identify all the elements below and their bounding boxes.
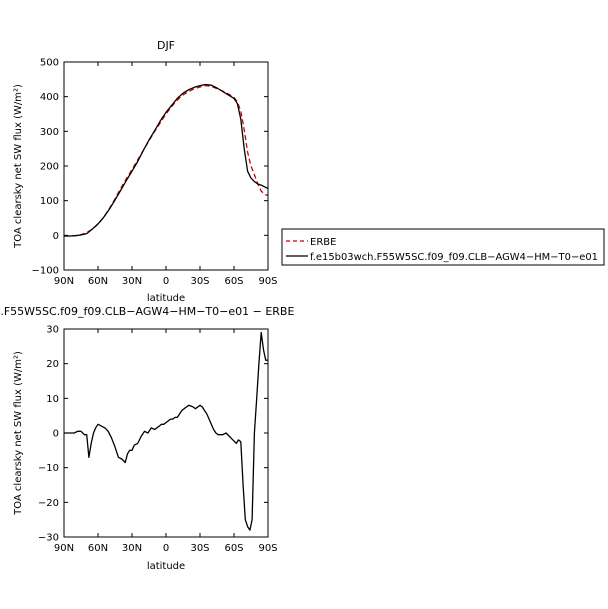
top-x-tick-label-6: 90S (258, 276, 277, 287)
bottom-series-line-0 (64, 331, 268, 531)
top-x-tick-label-2: 30N (122, 276, 142, 287)
bottom-y-tick-label-3: 0 (53, 429, 59, 440)
legend-box (281, 228, 605, 266)
bottom-x-tick-label-5: 60S (224, 543, 243, 554)
top-chart-series (64, 83, 269, 237)
bottom-chart-title: f.e15b03wch.F55W5SC.f09_f09.CLB−AGW4−HM−… (0, 305, 294, 318)
bottom-x-tick-label-3: 0 (163, 543, 169, 554)
legend-label-erbe: ERBE (310, 237, 336, 248)
legend-label-model: f.e15b03wch.F55W5SC.f09_f09.CLB−AGW4−HM−… (310, 252, 598, 263)
top-y-tick-label-6: 500 (40, 58, 59, 69)
bottom-chart-plot-frame (63, 328, 269, 538)
legend: ERBE f.e15b03wch.F55W5SC.f09_f09.CLB−AGW… (281, 228, 605, 266)
top-y-tick-label-3: 200 (40, 162, 59, 173)
top-y-tick-label-5: 400 (40, 92, 59, 103)
top-chart-plot-frame (63, 61, 269, 271)
top-x-tick-label-1: 60N (88, 276, 108, 287)
bottom-y-tick-label-2: −10 (38, 463, 59, 474)
top-y-tick-label-1: 0 (53, 231, 59, 242)
top-y-tick-label-4: 300 (40, 127, 59, 138)
top-chart-ticks: 90N 60N 30N 0 30S 60S 90S −100 0 100 200 300 400 500 (32, 58, 278, 288)
bottom-y-tick-label-5: 20 (46, 359, 59, 370)
bottom-x-tick-label-2: 30N (122, 543, 142, 554)
bottom-y-tick-label-4: 10 (46, 394, 59, 405)
bottom-y-tick-label-6: 30 (46, 325, 59, 336)
bottom-x-tick-label-6: 90S (258, 543, 277, 554)
top-chart-y-axis-label: TOA clearsky net SW flux (W/m²) (13, 84, 24, 249)
bottom-y-tick-label-0: −30 (38, 533, 59, 544)
top-chart-title: DJF (157, 39, 175, 52)
top-x-tick-label-4: 30S (190, 276, 209, 287)
top-series-line-0 (64, 84, 269, 237)
panel-bottom: f.e15b03wch.F55W5SC.f09_f09.CLB−AGW4−HM−… (0, 305, 294, 572)
bottom-x-tick-label-1: 60N (88, 543, 108, 554)
top-x-tick-label-0: 90N (54, 276, 74, 287)
bottom-y-tick-label-1: −20 (38, 498, 59, 509)
bottom-x-tick-label-4: 30S (190, 543, 209, 554)
bottom-chart-x-axis-label: latitude (147, 561, 185, 572)
top-y-tick-label-2: 100 (40, 196, 59, 207)
bottom-chart-ticks: 90N 60N 30N 0 30S 60S 90S −30 −20 −10 0 10 20 30 (38, 325, 278, 555)
top-series-line-1 (64, 83, 269, 237)
top-x-tick-label-3: 0 (163, 276, 169, 287)
bottom-chart-series (64, 331, 268, 531)
top-chart-x-axis-label: latitude (147, 293, 185, 304)
bottom-chart-y-axis-label: TOA clearsky net SW flux (W/m²) (13, 351, 24, 516)
bottom-x-tick-label-0: 90N (54, 543, 74, 554)
top-x-tick-label-5: 60S (224, 276, 243, 287)
top-y-tick-label-0: −100 (32, 266, 59, 277)
panel-top: DJF 90N 60N 30N 0 30S 60S 90S −100 0 100 200 300 400… (13, 39, 278, 304)
